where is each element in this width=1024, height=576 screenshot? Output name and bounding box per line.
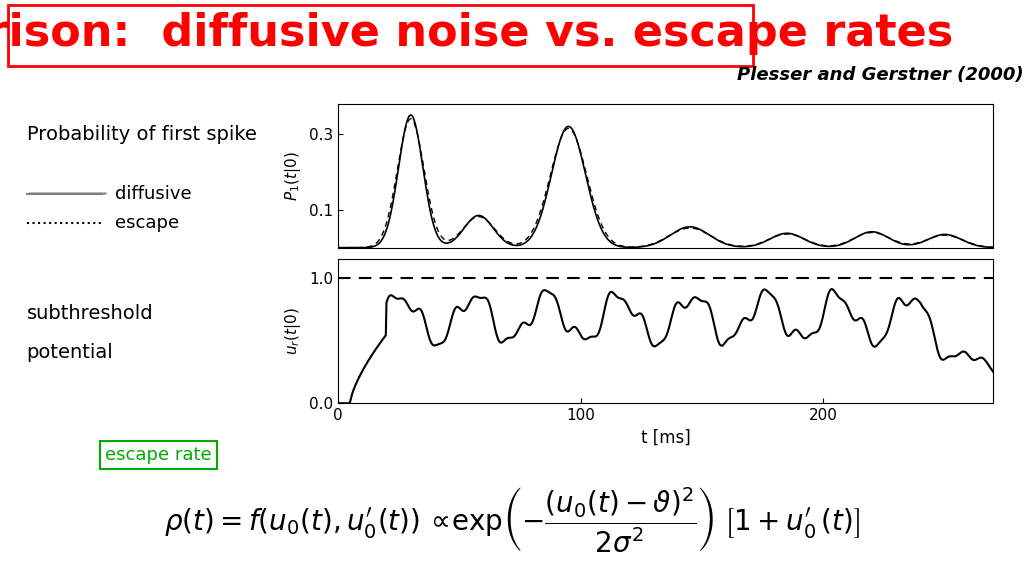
Text: escape rate: escape rate <box>105 446 212 464</box>
Text: $\rho(t) = f(u_0(t), u^\prime_0(t))$$\,\propto\!\exp\!\left(-\dfrac{(u_0(t)-\var: $\rho(t) = f(u_0(t), u^\prime_0(t))$$\,\… <box>164 486 860 555</box>
Text: Plesser and Gerstner (2000): Plesser and Gerstner (2000) <box>737 66 1024 84</box>
Y-axis label: $u_r(t|0)$: $u_r(t|0)$ <box>284 307 303 355</box>
Text: escape: escape <box>115 214 179 233</box>
Text: Comparison:  diffusive noise vs. escape rates: Comparison: diffusive noise vs. escape r… <box>0 12 953 55</box>
Text: potential: potential <box>27 343 114 362</box>
Text: diffusive: diffusive <box>115 184 191 203</box>
Text: subthreshold: subthreshold <box>27 304 154 323</box>
Y-axis label: $P_1(t|0)$: $P_1(t|0)$ <box>284 151 303 200</box>
X-axis label: t [ms]: t [ms] <box>641 429 690 446</box>
Text: Probability of first spike: Probability of first spike <box>27 124 256 143</box>
FancyBboxPatch shape <box>8 5 753 66</box>
